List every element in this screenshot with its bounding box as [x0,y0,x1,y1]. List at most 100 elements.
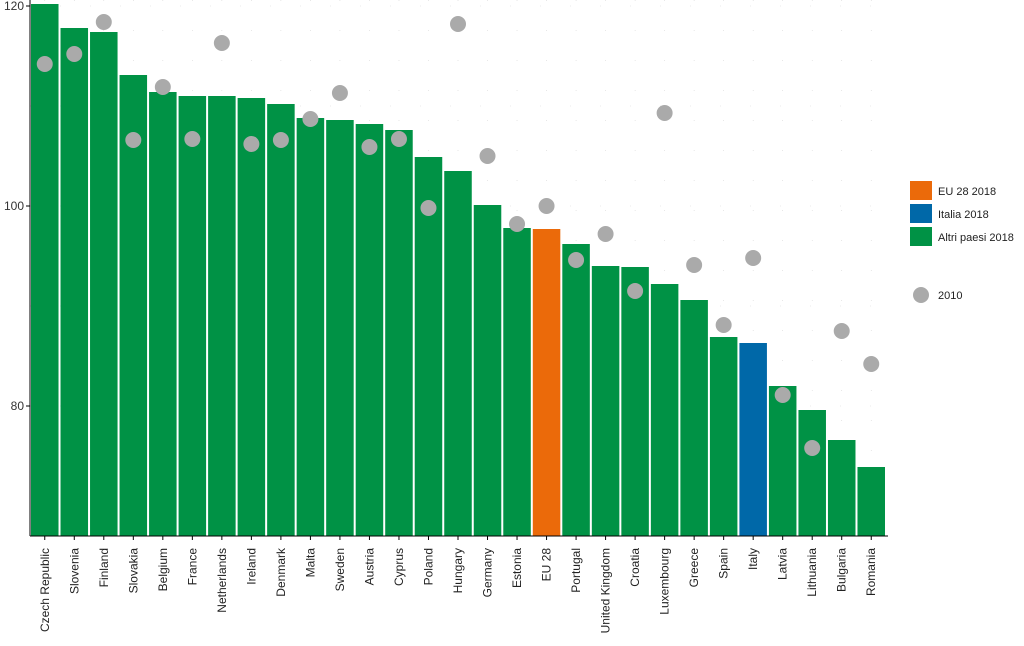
axes [29,0,888,537]
legend-swatch [910,227,932,246]
bar [591,266,620,536]
x-tick-label: Denmark [274,547,288,597]
dot-2010 [213,35,230,51]
x-tick-label: United Kingdom [599,548,613,633]
bar [503,228,531,536]
x-tick-label: Slovenia [67,548,81,594]
x-tick-label: Portugal [569,548,583,593]
dot-2010 [479,148,496,164]
bar [827,440,856,536]
y-tick-label: 80 [11,399,25,413]
x-tick-label: Malta [303,548,317,578]
bar [414,157,443,536]
x-tick-label: Finland [97,548,111,587]
x-tick-label: Lithuania [805,548,819,597]
dot-2010 [420,200,437,216]
x-tick-label: Italy [746,548,760,570]
bar [768,386,797,536]
x-tick-label: France [185,548,199,586]
bars [31,4,885,536]
bar [621,267,649,536]
legend: EU 28 2018 Italia 2018 Altri paesi 2018 201… [910,181,1014,303]
bar [355,124,384,536]
legend-dot [913,287,929,303]
dot-2010 [450,16,466,32]
dot-2010 [302,111,319,127]
dot-2010 [243,136,260,152]
bar [149,92,177,536]
dot-2010 [36,56,53,72]
x-tick-label: Belgium [156,548,170,591]
dot-2010 [272,132,289,148]
legend-swatch [910,181,932,200]
bar [208,96,236,536]
dot-2010 [184,131,201,147]
bar [562,244,590,536]
bar [532,229,561,536]
x-tick-label: Spain [717,548,731,579]
dot-2010 [509,216,526,232]
x-tick-label: Czech Republic [38,548,52,632]
dot-2010 [66,46,83,62]
dot-2010 [331,85,348,101]
x-tick-label: Bulgaria [835,548,849,592]
bar [119,75,148,536]
x-tick-label: Austria [362,548,376,586]
bar [857,467,885,536]
bar [178,96,207,536]
dot-2010 [597,226,614,242]
x-tick-label: Ireland [244,548,258,585]
bar [444,171,472,536]
y-tick-labels: 80 100 120 [4,0,30,413]
dot-2010 [715,317,732,333]
bar [650,284,679,536]
x-category-labels: Czech Republic Slovenia Finland Slovakia Bel… [38,536,878,633]
dot-2010 [656,105,673,121]
dot-2010 [95,14,112,30]
x-tick-label: Luxembourg [658,548,672,615]
dot-2010 [627,283,644,299]
x-tick-label: Estonia [510,548,524,588]
legend-label: 2010 [938,290,962,302]
bar [267,104,295,536]
bar [385,130,413,536]
dot-2010 [686,257,703,273]
bar [709,337,738,536]
y-tick-label: 120 [4,0,24,13]
x-tick-label: Germany [481,548,495,597]
x-tick-label: Slovakia [126,548,140,594]
x-tick-label: Sweden [333,548,347,591]
bar [798,410,826,536]
legend-label: Italia 2018 [938,209,989,221]
x-tick-label: EU 28 [540,548,554,582]
y-tick-label: 100 [4,199,24,213]
dot-2010 [125,132,142,148]
dot-2010 [568,252,585,268]
bar [680,300,708,536]
dot-2010 [361,139,378,155]
legend-swatch [910,204,932,223]
legend-label: Altri paesi 2018 [938,232,1014,244]
x-tick-label: Netherlands [215,548,229,613]
dot-2010 [833,323,850,339]
dot-2010 [774,387,791,403]
dot-2010 [538,198,555,214]
x-tick-label: Latvia [776,548,790,580]
bar [31,4,59,536]
x-tick-label: Hungary [451,548,465,593]
bar [60,28,89,536]
x-tick-label: Croatia [628,548,642,587]
dot-2010 [804,440,821,456]
dot-2010 [390,131,407,147]
bar [739,343,767,536]
dot-2010 [154,79,171,95]
x-tick-label: Cyprus [392,548,406,586]
bar [326,120,354,536]
legend-label: EU 28 2018 [938,186,996,198]
bar [296,118,325,536]
dot-2010 [863,356,880,372]
x-tick-label: Greece [687,548,701,588]
bar [237,98,266,536]
x-tick-label: Poland [421,548,435,585]
